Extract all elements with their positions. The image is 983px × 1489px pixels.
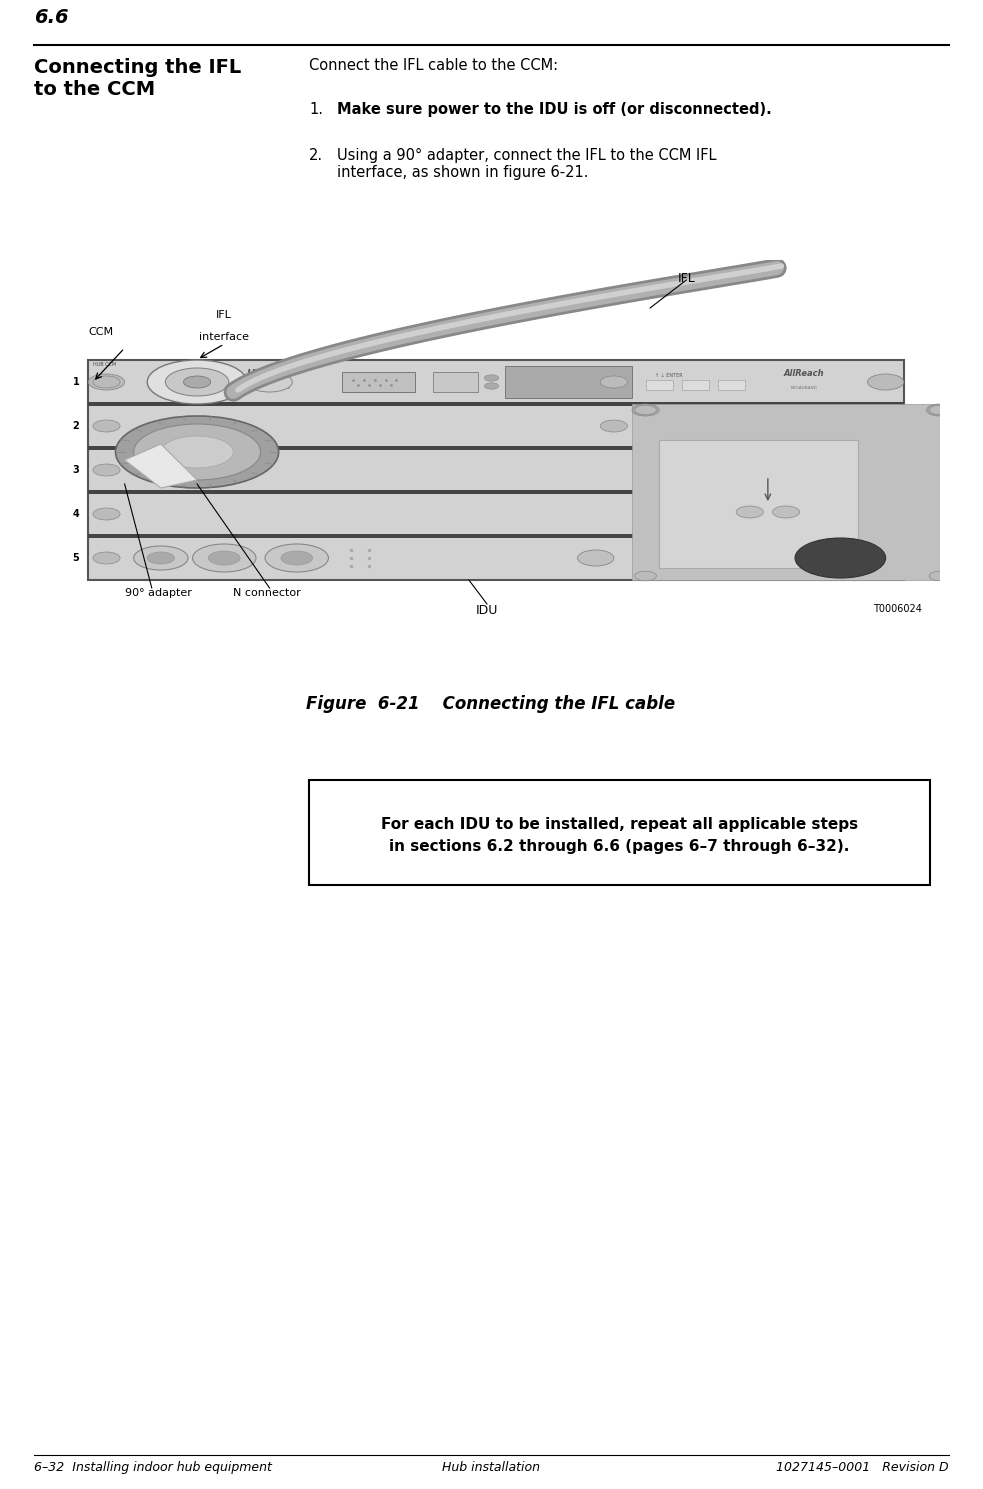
Text: HUB CCM: HUB CCM	[92, 362, 116, 366]
Circle shape	[208, 551, 240, 564]
Text: Make sure power to the IDU is off (or disconnected).: Make sure power to the IDU is off (or di…	[337, 103, 772, 118]
Bar	[88, 360, 903, 581]
Bar	[342, 372, 415, 392]
Bar	[88, 447, 903, 450]
Circle shape	[929, 405, 951, 415]
Circle shape	[92, 508, 120, 520]
Text: interface: interface	[200, 332, 250, 342]
Circle shape	[929, 572, 951, 581]
Circle shape	[161, 436, 233, 468]
Bar	[88, 402, 903, 405]
Text: AllReach: AllReach	[783, 369, 825, 378]
Text: 2: 2	[73, 421, 80, 430]
Text: 4: 4	[73, 509, 80, 520]
Circle shape	[635, 572, 657, 581]
Bar	[632, 404, 958, 581]
Text: to the CCM: to the CCM	[34, 80, 155, 98]
Circle shape	[134, 424, 260, 479]
Circle shape	[736, 506, 764, 518]
Text: 2.: 2.	[309, 147, 323, 162]
Text: 1.: 1.	[309, 103, 323, 118]
Circle shape	[92, 552, 120, 564]
Circle shape	[773, 506, 799, 518]
Circle shape	[92, 420, 120, 432]
Text: 90° adapter: 90° adapter	[125, 588, 192, 599]
Circle shape	[265, 543, 328, 572]
Text: IFL: IFL	[677, 272, 695, 284]
Text: N connector: N connector	[233, 588, 301, 599]
Bar	[309, 780, 930, 884]
Text: T0006024: T0006024	[873, 605, 922, 613]
Bar	[682, 380, 709, 390]
Text: in sections 6.2 through 6.6 (pages 6–7 through 6–32).: in sections 6.2 through 6.6 (pages 6–7 t…	[389, 838, 849, 855]
Circle shape	[601, 377, 627, 389]
Text: BROADBAND: BROADBAND	[790, 386, 818, 390]
Text: Using a 90° adapter, connect the IFL to the CCM IFL
interface, as shown in figur: Using a 90° adapter, connect the IFL to …	[337, 147, 717, 180]
Circle shape	[578, 549, 613, 566]
Circle shape	[281, 551, 313, 564]
Circle shape	[116, 415, 278, 488]
Circle shape	[868, 374, 903, 390]
Text: 1027145–0001   Revision D: 1027145–0001 Revision D	[777, 1461, 949, 1474]
Circle shape	[92, 465, 120, 476]
Text: For each IDU to be installed, repeat all applicable steps: For each IDU to be installed, repeat all…	[381, 817, 858, 832]
Text: 1: 1	[73, 377, 80, 387]
Text: NETWORK SYSTEMS: NETWORK SYSTEMS	[249, 386, 290, 390]
Text: Connecting the IFL: Connecting the IFL	[34, 58, 241, 77]
Circle shape	[165, 368, 229, 396]
Polygon shape	[125, 444, 197, 488]
Text: 6.6: 6.6	[34, 7, 69, 27]
Circle shape	[795, 538, 886, 578]
Circle shape	[88, 374, 125, 390]
Circle shape	[632, 404, 660, 415]
Text: Connect the IFL cable to the CCM:: Connect the IFL cable to the CCM:	[309, 58, 558, 73]
Circle shape	[926, 404, 954, 415]
Bar	[88, 490, 903, 493]
Circle shape	[485, 375, 498, 381]
Circle shape	[193, 543, 256, 572]
Text: IDU: IDU	[476, 605, 498, 616]
Bar	[646, 380, 672, 390]
Text: 5: 5	[73, 552, 80, 563]
Circle shape	[147, 360, 247, 404]
Bar	[88, 535, 903, 538]
Text: CCM: CCM	[88, 328, 113, 337]
Circle shape	[601, 420, 627, 432]
Text: Figure  6-21    Connecting the IFL cable: Figure 6-21 Connecting the IFL cable	[307, 695, 675, 713]
Circle shape	[184, 377, 210, 389]
Text: IFL: IFL	[216, 310, 232, 320]
Text: 6–32  Installing indoor hub equipment: 6–32 Installing indoor hub equipment	[34, 1461, 272, 1474]
Circle shape	[485, 383, 498, 389]
Text: Hub installation: Hub installation	[442, 1461, 540, 1474]
Circle shape	[635, 405, 657, 415]
Bar	[718, 380, 745, 390]
Bar	[505, 366, 632, 398]
Bar	[660, 441, 858, 567]
Circle shape	[134, 546, 188, 570]
Text: ↑ ↓ ENTER: ↑ ↓ ENTER	[655, 374, 682, 378]
Text: HUGHES: HUGHES	[247, 369, 292, 380]
Bar	[433, 372, 478, 392]
Circle shape	[147, 552, 174, 564]
Text: 3: 3	[73, 465, 80, 475]
Circle shape	[92, 377, 120, 389]
Circle shape	[247, 372, 292, 392]
